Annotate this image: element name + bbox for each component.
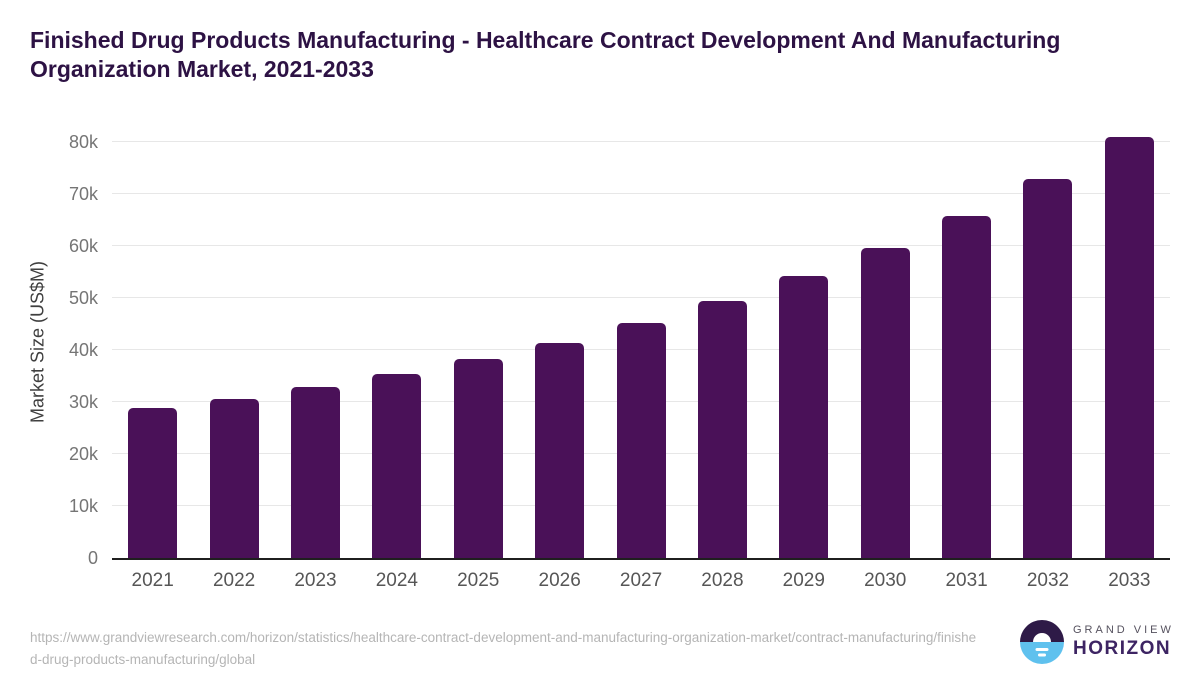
x-tick-2026: 2026 xyxy=(538,570,581,591)
x-tick-2033: 2033 xyxy=(1108,570,1151,591)
bar-2026[interactable] xyxy=(535,342,585,558)
bar-slot-2032 xyxy=(1007,126,1088,558)
bar-2025[interactable] xyxy=(453,359,503,558)
bar-slot-2031 xyxy=(926,126,1007,558)
x-tick-2031: 2031 xyxy=(945,570,988,591)
bar-slot-2029 xyxy=(763,126,844,558)
bar-2023[interactable] xyxy=(290,386,340,558)
grand-view-horizon-logo: GRAND VIEW HORIZON xyxy=(1020,620,1174,664)
bar-2022[interactable] xyxy=(209,399,259,558)
y-tick-10k: 10k xyxy=(68,496,98,516)
bar-slot-2024 xyxy=(356,126,437,558)
bar-slot-2026 xyxy=(519,126,600,558)
gridline-80k xyxy=(112,141,1170,142)
x-tick-2030: 2030 xyxy=(864,570,907,591)
gridline-50k xyxy=(112,297,1170,298)
x-tick-2027: 2027 xyxy=(619,570,663,591)
chart-title: Finished Drug Products Manufacturing - H… xyxy=(30,27,1061,82)
x-tick-2021: 2021 xyxy=(131,570,174,591)
plot-area xyxy=(112,126,1170,560)
bar-slot-2023 xyxy=(275,126,356,558)
y-tick-60k: 60k xyxy=(68,236,98,256)
y-tick-0: 0 xyxy=(87,548,98,568)
x-tick-2029: 2029 xyxy=(782,570,825,591)
bar-2032[interactable] xyxy=(1023,178,1073,558)
y-tick-40k: 40k xyxy=(68,340,98,360)
y-tick-30k: 30k xyxy=(68,392,98,412)
bar-2031[interactable] xyxy=(942,215,992,558)
logo-product-name: HORIZON xyxy=(1073,638,1172,659)
bar-2030[interactable] xyxy=(860,248,910,558)
x-tick-2023: 2023 xyxy=(294,570,337,591)
logo-brand-name: GRAND VIEW xyxy=(1073,624,1174,636)
x-tick-2032: 2032 xyxy=(1026,570,1070,591)
bar-slot-2033 xyxy=(1089,126,1170,558)
x-tick-2025: 2025 xyxy=(457,570,500,591)
bar-slot-2028 xyxy=(682,126,763,558)
bar-2024[interactable] xyxy=(372,373,422,558)
bar-slot-2022 xyxy=(193,126,274,558)
y-tick-80k: 80k xyxy=(68,132,98,152)
y-tick-50k: 50k xyxy=(68,288,98,308)
y-tick-20k: 20k xyxy=(68,444,98,464)
bars-row xyxy=(112,126,1170,558)
bar-2027[interactable] xyxy=(616,323,666,558)
gridline-70k xyxy=(112,193,1170,194)
bar-slot-2021 xyxy=(112,126,193,558)
bar-slot-2030 xyxy=(845,126,926,558)
bar-2021[interactable] xyxy=(128,408,178,558)
bar-slot-2025 xyxy=(438,126,519,558)
x-axis-tick-labels: 2021 2022 2023 2024 2025 2026 2027 2028 2029 2030… xyxy=(112,570,1170,592)
x-tick-2022: 2022 xyxy=(212,570,256,591)
logo-text: GRAND VIEW HORIZON xyxy=(1073,624,1174,660)
x-tick-2028: 2028 xyxy=(701,570,744,591)
bar-2033[interactable] xyxy=(1104,137,1154,558)
bar-2028[interactable] xyxy=(697,301,747,558)
source-url: https://www.grandviewresearch.com/horizo… xyxy=(30,630,977,667)
bar-slot-2027 xyxy=(600,126,681,558)
y-tick-70k: 70k xyxy=(68,184,98,204)
bar-2029[interactable] xyxy=(779,275,829,558)
x-tick-2024: 2024 xyxy=(375,570,418,591)
y-axis-tick-labels: 0 10k 20k 30k 40k 50k 60k 70k 80k xyxy=(0,126,98,568)
horizon-logo-icon xyxy=(1020,620,1064,664)
gridline-60k xyxy=(112,245,1170,246)
